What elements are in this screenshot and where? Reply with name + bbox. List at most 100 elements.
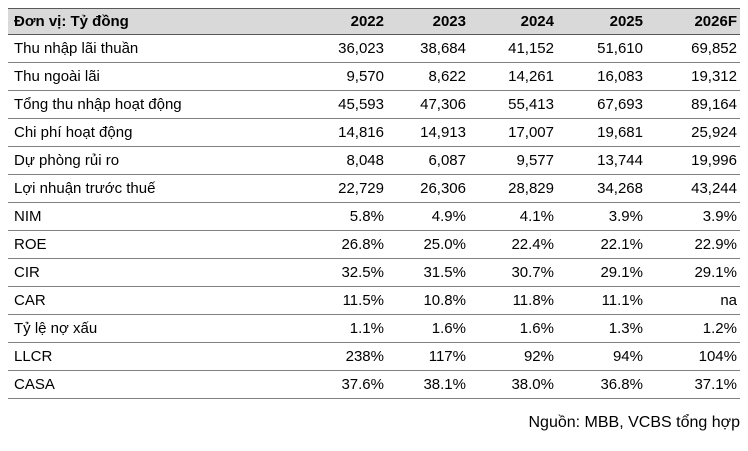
cell-value: 38.0% bbox=[469, 370, 557, 399]
table-row: Thu ngoài lãi 9,570 8,622 14,261 16,083 19,31… bbox=[8, 62, 740, 91]
cell-value: 9,570 bbox=[300, 62, 387, 91]
cell-value: 67,693 bbox=[557, 90, 646, 119]
year-column-header: 2022 bbox=[300, 8, 387, 35]
cell-value: 32.5% bbox=[300, 258, 387, 287]
cell-value: 51,610 bbox=[557, 34, 646, 63]
cell-value: 25,924 bbox=[646, 118, 740, 147]
cell-value: 117% bbox=[387, 342, 469, 371]
cell-value: 31.5% bbox=[387, 258, 469, 287]
cell-value: 14,913 bbox=[387, 118, 469, 147]
cell-value: 94% bbox=[557, 342, 646, 371]
cell-value: 47,306 bbox=[387, 90, 469, 119]
cell-value: 14,816 bbox=[300, 118, 387, 147]
row-label: Tỷ lệ nợ xấu bbox=[8, 314, 300, 343]
cell-value: 38,684 bbox=[387, 34, 469, 63]
table-row: NIM 5.8% 4.9% 4.1% 3.9% 3.9% bbox=[8, 202, 740, 231]
cell-value: 22.4% bbox=[469, 230, 557, 259]
year-column-header: 2026F bbox=[646, 8, 740, 35]
cell-value: 22,729 bbox=[300, 174, 387, 203]
row-label: ROE bbox=[8, 230, 300, 259]
cell-value: 26.8% bbox=[300, 230, 387, 259]
cell-value: 45,593 bbox=[300, 90, 387, 119]
table-header-row: Đơn vị: Tỷ đồng 2022 2023 2024 2025 2026F bbox=[8, 8, 740, 35]
cell-value: 9,577 bbox=[469, 146, 557, 175]
row-label: Lợi nhuận trước thuế bbox=[8, 174, 300, 203]
cell-value: 238% bbox=[300, 342, 387, 371]
cell-value: na bbox=[646, 286, 740, 315]
cell-value: 10.8% bbox=[387, 286, 469, 315]
row-label: CIR bbox=[8, 258, 300, 287]
cell-value: 11.5% bbox=[300, 286, 387, 315]
row-label: Thu ngoài lãi bbox=[8, 62, 300, 91]
cell-value: 55,413 bbox=[469, 90, 557, 119]
table-row: Thu nhập lãi thuần 36,023 38,684 41,152 51,6… bbox=[8, 34, 740, 63]
year-column-header: 2025 bbox=[557, 8, 646, 35]
cell-value: 8,622 bbox=[387, 62, 469, 91]
table-row: CIR 32.5% 31.5% 30.7% 29.1% 29.1% bbox=[8, 258, 740, 287]
cell-value: 34,268 bbox=[557, 174, 646, 203]
cell-value: 26,306 bbox=[387, 174, 469, 203]
cell-value: 89,164 bbox=[646, 90, 740, 119]
cell-value: 3.9% bbox=[646, 202, 740, 231]
cell-value: 36,023 bbox=[300, 34, 387, 63]
cell-value: 19,312 bbox=[646, 62, 740, 91]
row-label: CASA bbox=[8, 370, 300, 399]
row-label: LLCR bbox=[8, 342, 300, 371]
cell-value: 1.6% bbox=[469, 314, 557, 343]
cell-value: 69,852 bbox=[646, 34, 740, 63]
cell-value: 1.3% bbox=[557, 314, 646, 343]
financial-summary-table: Đơn vị: Tỷ đồng 2022 2023 2024 2025 2026F Th… bbox=[8, 8, 740, 399]
cell-value: 19,996 bbox=[646, 146, 740, 175]
row-label: CAR bbox=[8, 286, 300, 315]
cell-value: 22.1% bbox=[557, 230, 646, 259]
cell-value: 38.1% bbox=[387, 370, 469, 399]
table-row: Chi phí hoạt động 14,816 14,913 17,007 19,68… bbox=[8, 118, 740, 147]
cell-value: 11.1% bbox=[557, 286, 646, 315]
cell-value: 43,244 bbox=[646, 174, 740, 203]
year-column-header: 2024 bbox=[469, 8, 557, 35]
cell-value: 104% bbox=[646, 342, 740, 371]
cell-value: 14,261 bbox=[469, 62, 557, 91]
table-row: CASA 37.6% 38.1% 38.0% 36.8% 37.1% bbox=[8, 370, 740, 399]
cell-value: 4.9% bbox=[387, 202, 469, 231]
cell-value: 25.0% bbox=[387, 230, 469, 259]
table-row: LLCR 238% 117% 92% 94% 104% bbox=[8, 342, 740, 371]
cell-value: 19,681 bbox=[557, 118, 646, 147]
cell-value: 37.1% bbox=[646, 370, 740, 399]
row-label: NIM bbox=[8, 202, 300, 231]
source-note: Nguồn: MBB, VCBS tổng hợp bbox=[528, 414, 741, 431]
cell-value: 13,744 bbox=[557, 146, 646, 175]
cell-value: 1.1% bbox=[300, 314, 387, 343]
row-label: Tổng thu nhập hoạt động bbox=[8, 90, 300, 119]
cell-value: 17,007 bbox=[469, 118, 557, 147]
cell-value: 3.9% bbox=[557, 202, 646, 231]
cell-value: 37.6% bbox=[300, 370, 387, 399]
cell-value: 5.8% bbox=[300, 202, 387, 231]
year-column-header: 2023 bbox=[387, 8, 469, 35]
table-row: CAR 11.5% 10.8% 11.8% 11.1% na bbox=[8, 286, 740, 315]
cell-value: 29.1% bbox=[646, 258, 740, 287]
cell-value: 41,152 bbox=[469, 34, 557, 63]
cell-value: 36.8% bbox=[557, 370, 646, 399]
cell-value: 16,083 bbox=[557, 62, 646, 91]
cell-value: 30.7% bbox=[469, 258, 557, 287]
cell-value: 6,087 bbox=[387, 146, 469, 175]
row-label: Thu nhập lãi thuần bbox=[8, 34, 300, 63]
table-row: Tổng thu nhập hoạt động 45,593 47,306 55,41… bbox=[8, 90, 740, 119]
cell-value: 4.1% bbox=[469, 202, 557, 231]
row-label: Dự phòng rủi ro bbox=[8, 146, 300, 175]
cell-value: 29.1% bbox=[557, 258, 646, 287]
cell-value: 92% bbox=[469, 342, 557, 371]
cell-value: 28,829 bbox=[469, 174, 557, 203]
cell-value: 22.9% bbox=[646, 230, 740, 259]
table-row: Tỷ lệ nợ xấu 1.1% 1.6% 1.6% 1.3% 1.2% bbox=[8, 314, 740, 343]
cell-value: 1.6% bbox=[387, 314, 469, 343]
cell-value: 11.8% bbox=[469, 286, 557, 315]
row-label: Chi phí hoạt động bbox=[8, 118, 300, 147]
table-row: Lợi nhuận trước thuế 22,729 26,306 28,829 34… bbox=[8, 174, 740, 203]
table-row: Dự phòng rủi ro 8,048 6,087 9,577 13,744 19,9… bbox=[8, 146, 740, 175]
cell-value: 8,048 bbox=[300, 146, 387, 175]
table-row: ROE 26.8% 25.0% 22.4% 22.1% 22.9% bbox=[8, 230, 740, 259]
unit-label: Đơn vị: Tỷ đồng bbox=[8, 8, 300, 35]
